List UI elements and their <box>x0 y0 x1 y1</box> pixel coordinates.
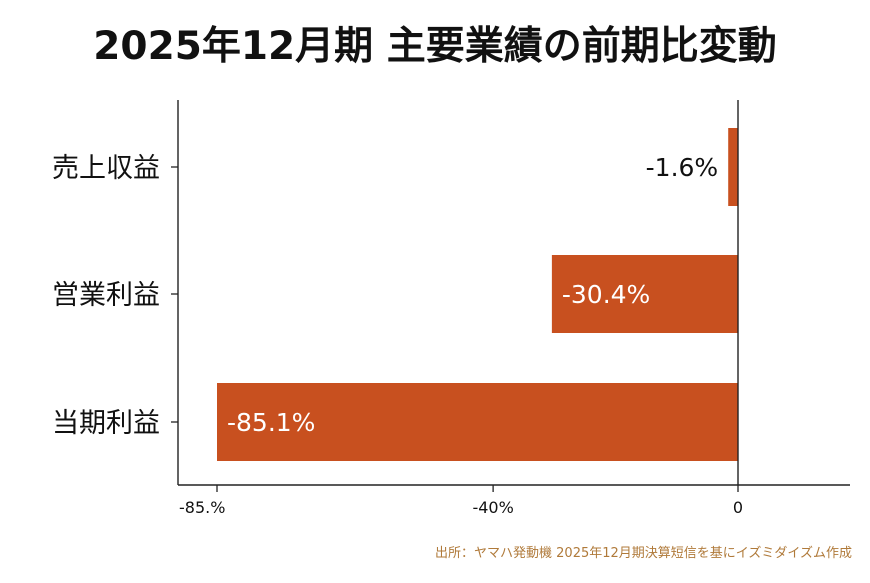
category-label-3: 当期利益 <box>52 408 160 439</box>
data-label-3: -85.1% <box>227 408 315 437</box>
category-label-1: 売上収益 <box>52 153 160 184</box>
x-tick-label-1: -85.% <box>179 498 225 517</box>
axes-layer <box>171 100 850 492</box>
x-tick-label-3: 0 <box>733 498 743 517</box>
x-tick-label-2: -40% <box>472 498 513 517</box>
data-label-2: -30.4% <box>562 280 650 309</box>
chart-title: 2025年12月期 主要業績の前期比変動 <box>93 24 777 69</box>
category-label-2: 営業利益 <box>52 280 160 311</box>
bars-layer <box>217 128 738 461</box>
bar-1 <box>728 128 738 206</box>
bar-3 <box>217 383 738 461</box>
data-label-1: -1.6% <box>646 153 719 182</box>
labels-layer: -1.6% 売上収益 -30.4% 営業利益 -85.1% 当期利益 -85.% -40% 0 <box>52 153 743 517</box>
source-note: 出所：ヤマハ発動機 2025年12月期決算短信を基にイズミダイズム作成 <box>435 546 852 561</box>
bar-2 <box>551 255 738 333</box>
